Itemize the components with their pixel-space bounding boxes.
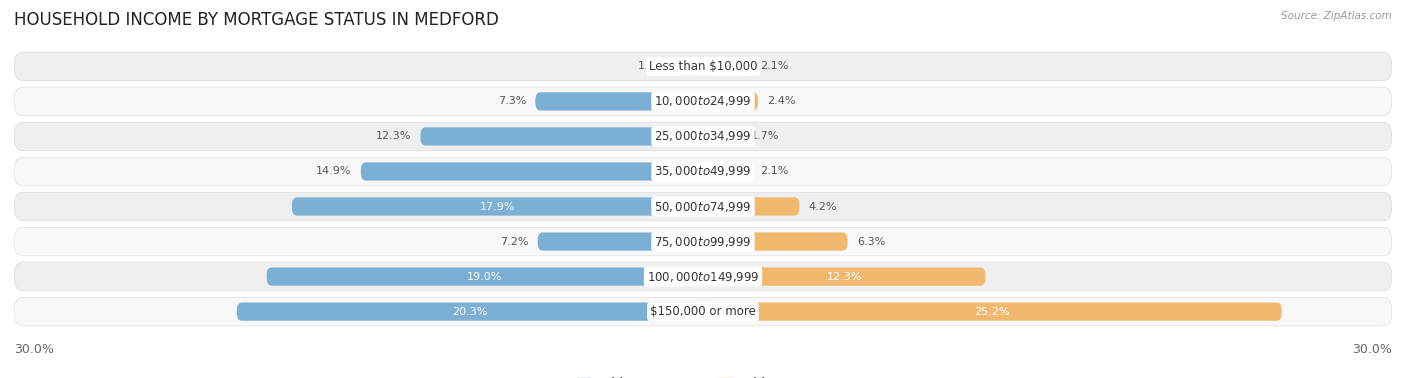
FancyBboxPatch shape (14, 87, 1392, 116)
FancyBboxPatch shape (292, 197, 703, 215)
FancyBboxPatch shape (236, 302, 703, 321)
FancyBboxPatch shape (14, 297, 1392, 326)
FancyBboxPatch shape (703, 92, 758, 110)
Text: $10,000 to $24,999: $10,000 to $24,999 (654, 94, 752, 108)
Text: 7.2%: 7.2% (501, 237, 529, 246)
Text: 1.2%: 1.2% (638, 61, 666, 71)
Text: 12.3%: 12.3% (375, 132, 412, 141)
FancyBboxPatch shape (675, 57, 703, 76)
Text: 30.0%: 30.0% (14, 343, 53, 356)
Text: HOUSEHOLD INCOME BY MORTGAGE STATUS IN MEDFORD: HOUSEHOLD INCOME BY MORTGAGE STATUS IN M… (14, 11, 499, 29)
Text: 17.9%: 17.9% (479, 201, 515, 212)
Text: $75,000 to $99,999: $75,000 to $99,999 (654, 235, 752, 249)
FancyBboxPatch shape (703, 197, 800, 215)
Text: 12.3%: 12.3% (827, 271, 862, 282)
Text: 19.0%: 19.0% (467, 271, 502, 282)
FancyBboxPatch shape (14, 192, 1392, 221)
FancyBboxPatch shape (267, 268, 703, 286)
Text: $35,000 to $49,999: $35,000 to $49,999 (654, 164, 752, 178)
Text: 2.4%: 2.4% (768, 96, 796, 107)
FancyBboxPatch shape (536, 92, 703, 110)
FancyBboxPatch shape (703, 268, 986, 286)
Text: Less than $10,000: Less than $10,000 (648, 60, 758, 73)
Text: 1.7%: 1.7% (751, 132, 779, 141)
FancyBboxPatch shape (14, 52, 1392, 81)
FancyBboxPatch shape (703, 57, 751, 76)
Text: 25.2%: 25.2% (974, 307, 1010, 317)
Text: $150,000 or more: $150,000 or more (650, 305, 756, 318)
Text: $100,000 to $149,999: $100,000 to $149,999 (647, 270, 759, 284)
FancyBboxPatch shape (703, 163, 751, 181)
Text: 14.9%: 14.9% (316, 166, 352, 177)
FancyBboxPatch shape (14, 122, 1392, 151)
FancyBboxPatch shape (14, 157, 1392, 186)
Text: $50,000 to $74,999: $50,000 to $74,999 (654, 200, 752, 214)
Text: 30.0%: 30.0% (1353, 343, 1392, 356)
FancyBboxPatch shape (537, 232, 703, 251)
FancyBboxPatch shape (361, 163, 703, 181)
Text: $25,000 to $34,999: $25,000 to $34,999 (654, 129, 752, 143)
Text: Source: ZipAtlas.com: Source: ZipAtlas.com (1281, 11, 1392, 21)
FancyBboxPatch shape (703, 127, 742, 146)
FancyBboxPatch shape (420, 127, 703, 146)
Text: 7.3%: 7.3% (498, 96, 526, 107)
Legend: Without Mortgage, With Mortgage: Without Mortgage, With Mortgage (576, 377, 830, 378)
Text: 4.2%: 4.2% (808, 201, 837, 212)
FancyBboxPatch shape (14, 262, 1392, 291)
Text: 2.1%: 2.1% (761, 61, 789, 71)
FancyBboxPatch shape (703, 232, 848, 251)
Text: 2.1%: 2.1% (761, 166, 789, 177)
Text: 20.3%: 20.3% (453, 307, 488, 317)
FancyBboxPatch shape (703, 302, 1282, 321)
FancyBboxPatch shape (14, 227, 1392, 256)
Text: 6.3%: 6.3% (856, 237, 886, 246)
